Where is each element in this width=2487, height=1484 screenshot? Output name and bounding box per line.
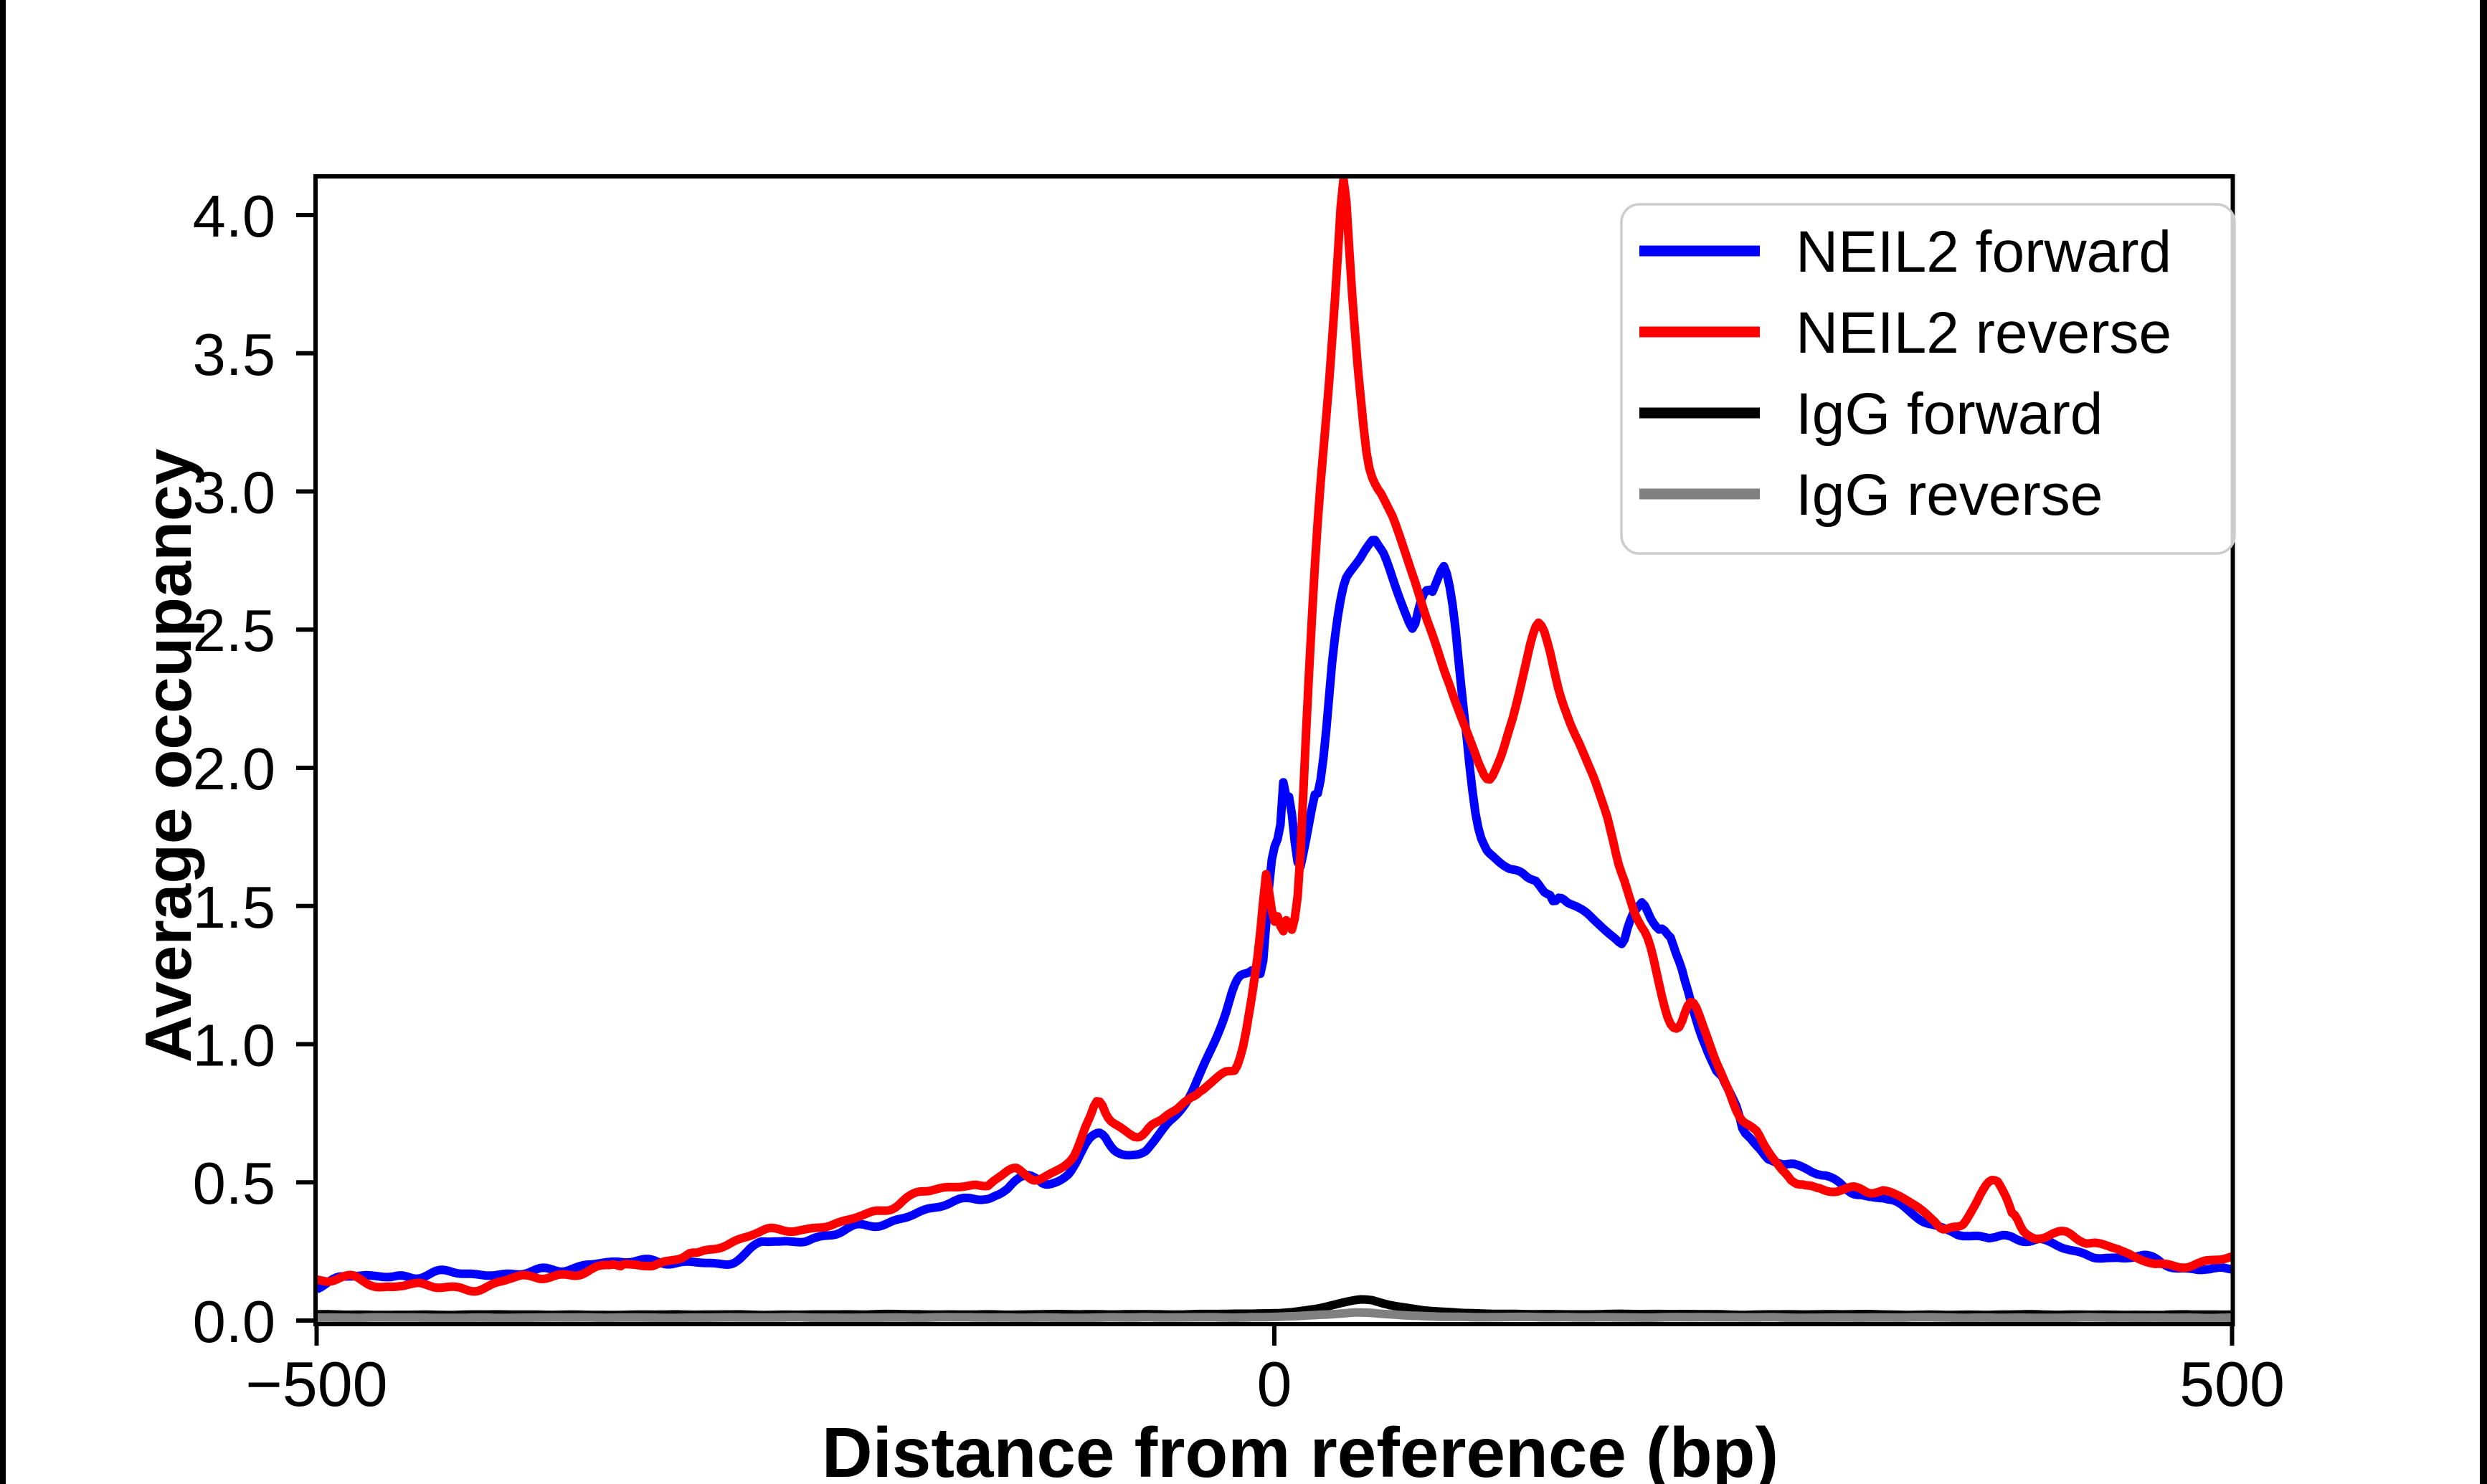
svg-text:2.0: 2.0 (193, 736, 275, 802)
svg-text:IgG reverse: IgG reverse (1796, 462, 2103, 528)
svg-text:1.5: 1.5 (193, 874, 275, 941)
svg-text:Distance from reference (bp): Distance from reference (bp) (822, 1413, 1778, 1484)
svg-text:NEIL2 forward: NEIL2 forward (1796, 219, 2171, 285)
svg-text:Average occupancy: Average occupancy (133, 448, 205, 1062)
svg-text:NEIL2 reverse: NEIL2 reverse (1796, 300, 2171, 366)
svg-text:0.5: 0.5 (193, 1150, 275, 1217)
svg-text:0: 0 (1257, 1349, 1292, 1419)
svg-text:3.5: 3.5 (193, 321, 275, 388)
svg-text:1.0: 1.0 (193, 1012, 275, 1079)
svg-text:−500: −500 (245, 1349, 387, 1419)
svg-text:IgG forward: IgG forward (1796, 381, 2103, 447)
svg-text:500: 500 (2179, 1349, 2285, 1419)
svg-text:0.0: 0.0 (193, 1288, 275, 1355)
svg-text:4.0: 4.0 (193, 183, 275, 249)
svg-text:3.0: 3.0 (193, 460, 275, 526)
svg-text:2.5: 2.5 (193, 597, 275, 664)
